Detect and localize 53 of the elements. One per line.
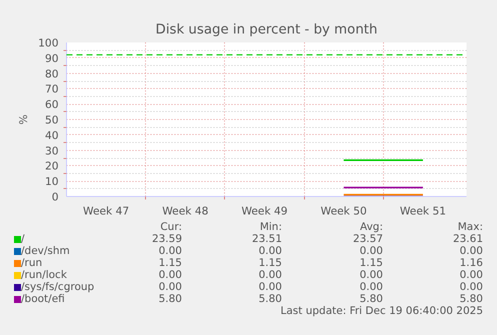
y-tick-label: 100 <box>38 36 59 50</box>
text: 5.80 <box>460 293 483 305</box>
legend-label: /dev/shm <box>21 245 70 257</box>
x-tick-label: Week 51 <box>400 204 446 218</box>
text: 5.80 <box>360 293 383 305</box>
text: Min: <box>260 221 282 233</box>
legend-label: /boot/efi <box>21 293 65 305</box>
text: 0.00 <box>258 245 282 257</box>
text: 0.00 <box>360 281 383 293</box>
y-tick-label: 90 <box>44 52 59 65</box>
text: 0.00 <box>158 281 182 293</box>
y-tick-label: 50 <box>44 114 59 126</box>
x-tick-label: Week 50 <box>320 204 368 218</box>
y-tick-label: 70 <box>44 82 59 96</box>
x-tick-label: Week 48 <box>162 204 209 218</box>
text: 0.00 <box>158 245 182 257</box>
text: 0.00 <box>258 269 282 281</box>
x-tick-label: Week 49 <box>241 204 288 218</box>
text: 0.00 <box>360 269 383 281</box>
y-tick-label: 20 <box>44 160 59 173</box>
legend-label: /run <box>21 257 42 269</box>
text: 0.00 <box>158 269 182 281</box>
y-tick-label: 80 <box>44 67 59 80</box>
text: 1.15 <box>158 257 182 269</box>
text: 5.80 <box>158 293 182 305</box>
text: 5.80 <box>258 293 282 305</box>
text: 0.00 <box>460 269 483 281</box>
text: 1.16 <box>460 257 483 269</box>
text: Max: <box>458 221 483 233</box>
text: Last update: Fri Dec 19 06:40:00 2025 <box>280 305 483 317</box>
y-tick-label: 10 <box>44 175 59 188</box>
text: 1.15 <box>360 257 383 269</box>
text: 23.61 <box>452 233 483 245</box>
text: 0.00 <box>460 281 483 293</box>
legend-label: /run/lock <box>21 269 67 281</box>
text: 0.00 <box>360 245 383 257</box>
y-tick-label: 30 <box>44 144 59 158</box>
y-tick-label: 60 <box>44 98 59 112</box>
legend-label: / <box>21 233 25 245</box>
chart-title: Disk usage in percent - by month <box>156 22 378 38</box>
text: Cur: <box>160 221 182 233</box>
x-tick-label: Week 47 <box>83 204 130 218</box>
text: 0.00 <box>460 245 483 257</box>
text: Avg: <box>360 221 383 233</box>
text: 0.00 <box>258 281 282 293</box>
text: 23.57 <box>352 233 383 245</box>
text: 23.51 <box>252 233 282 245</box>
y-tick-label: 40 <box>44 128 59 142</box>
y-tick-label: 0 <box>52 190 59 204</box>
legend-label: /sys/fs/cgroup <box>21 281 94 293</box>
y-axis-title: % <box>17 114 30 125</box>
text: 1.15 <box>258 257 282 269</box>
text: 23.59 <box>152 233 182 245</box>
